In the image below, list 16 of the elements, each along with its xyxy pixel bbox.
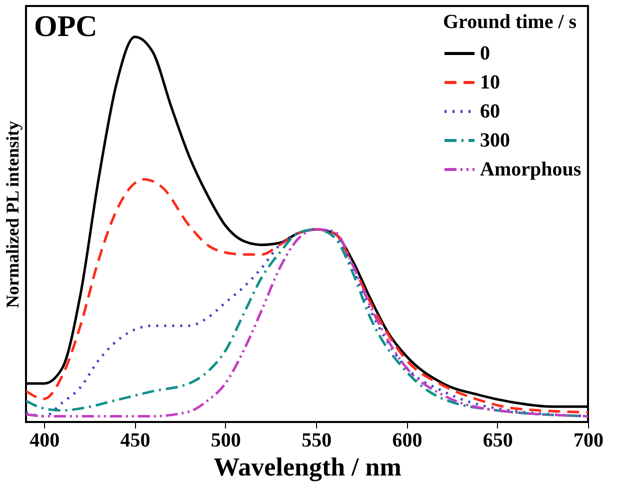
x-axis-title: Wavelength / nm (214, 452, 402, 482)
y-axis-title: Normalized PL intensity (2, 121, 22, 308)
x-tick-label: 500 (210, 430, 241, 452)
x-tick-label: 650 (482, 430, 513, 452)
x-tick-label: 450 (120, 430, 150, 452)
legend-label: 300 (480, 130, 510, 152)
x-tick-label: 700 (574, 430, 604, 452)
legend-label: Amorphous (480, 158, 582, 180)
legend-label: 60 (480, 100, 500, 122)
legend-label: 10 (480, 72, 500, 94)
x-tick-label: 550 (302, 430, 332, 452)
annotation: OPC (34, 10, 98, 43)
legend-title: Ground time / s (443, 11, 577, 33)
legend-label: 0 (480, 42, 490, 64)
x-tick-label: 600 (392, 430, 422, 452)
x-tick-label: 400 (30, 430, 60, 452)
